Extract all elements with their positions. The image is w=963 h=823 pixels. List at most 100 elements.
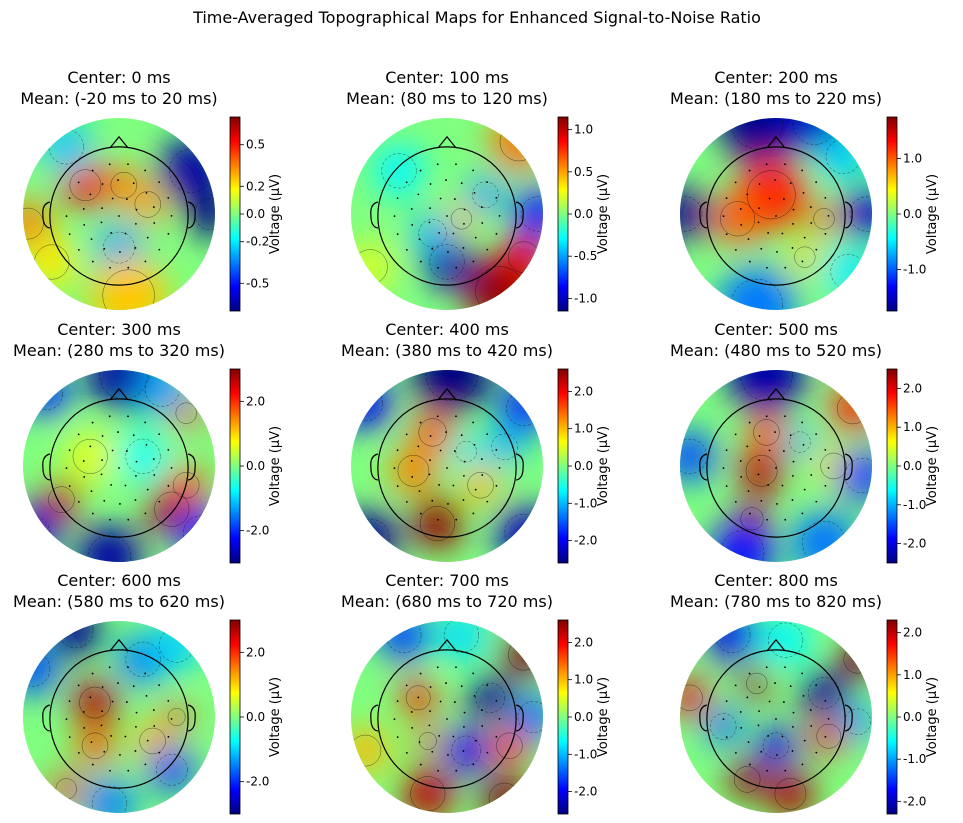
- colorbar-tick-label: 0.0: [246, 459, 265, 473]
- sensor-dot: [134, 750, 137, 752]
- head-outline: [49, 649, 189, 789]
- sensor-dot: [127, 666, 129, 669]
- contour-line: [733, 766, 761, 793]
- sensor-dot: [153, 725, 156, 727]
- potential-blob: [23, 643, 59, 695]
- contour-line: [58, 621, 94, 649]
- sensor-dot: [127, 769, 130, 772]
- contour-line: [844, 458, 872, 494]
- sensor-dot: [739, 711, 742, 713]
- sensor-dot: [158, 684, 161, 687]
- sensor-dot: [103, 247, 106, 250]
- sensor-dot: [775, 467, 777, 469]
- potential-blob: [738, 447, 785, 495]
- sensor-dot: [734, 181, 737, 184]
- contour-line: [134, 191, 162, 218]
- sensor-dot: [111, 449, 114, 452]
- sensor-dot: [792, 222, 794, 225]
- sensor-dot: [803, 236, 806, 239]
- sensor-dot: [158, 500, 161, 503]
- potential-blob: [351, 240, 397, 293]
- potential-blob: [680, 678, 710, 718]
- nose-outline: [109, 387, 129, 401]
- sensor-dot: [436, 163, 439, 166]
- sensor-dot: [158, 751, 161, 754]
- sensor-dot: [445, 179, 447, 181]
- sensor-dot: [127, 266, 130, 269]
- contour-line: [816, 723, 842, 749]
- sensor-dot: [453, 198, 456, 200]
- panel-title-center: Center: 300 ms: [57, 320, 181, 339]
- sensor-dot: [144, 512, 147, 515]
- right-ear-outline: [515, 201, 524, 229]
- colorbar-bar: [557, 368, 569, 564]
- contour-line: [720, 201, 756, 237]
- contour-line: [69, 169, 102, 202]
- sensor-dot: [117, 431, 119, 433]
- sensor-dot: [473, 443, 476, 446]
- sensor-dot: [125, 198, 128, 200]
- sensor-dot: [792, 474, 794, 477]
- colorbar-bar: [886, 368, 898, 564]
- sensor-dot: [405, 248, 408, 251]
- sensor-dot: [824, 448, 827, 451]
- sensor-dot: [417, 193, 420, 196]
- sensor-dot: [758, 435, 761, 437]
- sensor-dot: [132, 182, 135, 185]
- sensor-dot: [446, 467, 448, 469]
- colorbar-tick-label: 0.5: [246, 138, 265, 152]
- sensor-dot: [110, 232, 113, 234]
- potential-blob: [810, 718, 847, 755]
- potential-blob: [512, 188, 543, 240]
- sensor-dot: [83, 476, 86, 478]
- sensor-dot: [792, 711, 795, 714]
- sensor-dot: [146, 488, 149, 491]
- sensor-dot: [781, 735, 784, 738]
- sensor-dot: [405, 500, 408, 503]
- contour-line: [351, 734, 382, 767]
- colorbar: 1.0 0.5 0.0 -0.5 -1.0 Voltage (µV): [557, 116, 611, 312]
- sensor-dot: [810, 474, 813, 476]
- contour-line: [397, 454, 430, 487]
- sensor-dot: [410, 711, 413, 713]
- colorbar-label: Voltage (µV): [925, 426, 940, 506]
- contour-line: [172, 471, 200, 499]
- sensor-dot: [439, 700, 442, 703]
- left-ear-outline: [699, 453, 708, 481]
- sensor-dot: [110, 735, 113, 737]
- sensor-dot: [815, 248, 818, 251]
- sensor-dot: [118, 215, 120, 217]
- sensor-dot: [144, 421, 147, 424]
- colorbar-bar: [229, 116, 241, 312]
- sensor-dot: [396, 233, 399, 236]
- sensor-dot: [167, 196, 170, 199]
- sensor-dot: [791, 750, 794, 752]
- sensor-dot: [774, 179, 776, 181]
- contour-line: [746, 672, 768, 695]
- sensor-dot: [472, 672, 475, 675]
- sensor-dot: [411, 224, 414, 226]
- sensor-dot: [419, 169, 422, 172]
- sensor-dot: [810, 725, 813, 727]
- sensor-dot: [784, 666, 786, 669]
- colorbar-tick-label: 0.5: [574, 165, 593, 179]
- potential-blob: [77, 524, 142, 562]
- panel-title-center: Center: 700 ms: [385, 571, 509, 590]
- colorbar-tick-label: -1.0: [574, 747, 597, 761]
- sensor-dot: [167, 448, 170, 451]
- sensor-dot: [473, 191, 476, 194]
- sensor-dot: [135, 460, 138, 463]
- right-ear-outline: [844, 453, 853, 481]
- sensor-dot: [481, 725, 484, 727]
- sensor-dot: [153, 222, 156, 224]
- sensor-dot: [495, 196, 498, 199]
- sensor-dot: [90, 741, 93, 744]
- sensor-dot: [134, 499, 137, 501]
- potential-blob: [23, 200, 52, 247]
- sensor-dot: [117, 682, 119, 684]
- sensor-dot: [100, 221, 103, 224]
- colorbar-tick-label: 2.0: [574, 635, 593, 649]
- sensor-dot: [498, 717, 501, 720]
- sensor-dot: [103, 499, 106, 502]
